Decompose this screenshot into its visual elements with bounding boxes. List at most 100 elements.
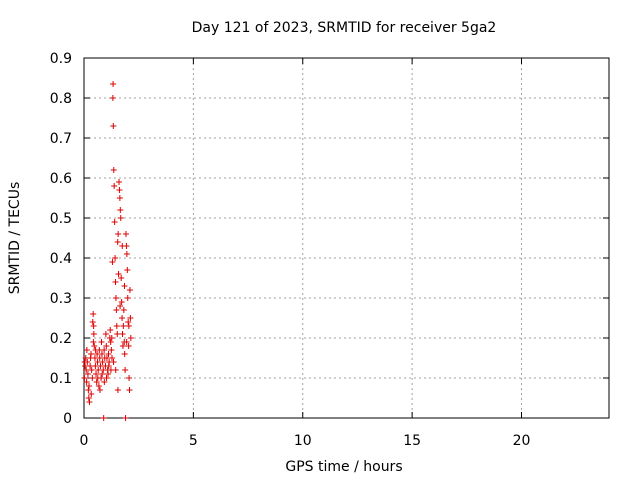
- data-point: [119, 243, 126, 249]
- data-point: [117, 207, 124, 213]
- data-point: [114, 331, 121, 337]
- data-point: [98, 339, 105, 345]
- data-point: [93, 371, 100, 377]
- data-point: [92, 363, 99, 369]
- data-point: [110, 167, 117, 173]
- data-point: [120, 307, 127, 313]
- data-point: [83, 347, 90, 353]
- data-point: [123, 339, 130, 345]
- data-point: [112, 255, 119, 261]
- data-point: [123, 231, 129, 237]
- data-point: [86, 383, 93, 389]
- data-point: [108, 335, 115, 341]
- data-point: [126, 375, 133, 381]
- y-tick-label: 0.7: [50, 131, 72, 147]
- data-point: [85, 395, 92, 401]
- x-tick-label: 10: [294, 433, 312, 449]
- axis-ticks: 0 0.1 0.2 0.3 0.4 0.5 0.6 0.7 0.8 0.9 0 5 10 15 20: [50, 51, 609, 449]
- data-point: [115, 271, 122, 277]
- data-point: [122, 415, 129, 421]
- data-point: [116, 179, 122, 185]
- data-point: [88, 391, 95, 397]
- data-point: [95, 383, 102, 389]
- data-point: [119, 343, 126, 349]
- data-point: [125, 323, 132, 329]
- data-point: [124, 267, 131, 273]
- data-point: [81, 375, 88, 381]
- data-point: [116, 195, 123, 201]
- data-point: [118, 275, 125, 281]
- x-tick-label: 0: [80, 433, 89, 449]
- data-point: [89, 375, 96, 381]
- x-tick-label: 5: [189, 433, 198, 449]
- data-point: [90, 339, 97, 345]
- y-tick-label: 0: [63, 411, 72, 427]
- data-point: [90, 331, 97, 337]
- data-point: [110, 123, 117, 129]
- data-point: [101, 347, 108, 353]
- data-point: [107, 339, 114, 345]
- data-point: [109, 259, 116, 265]
- y-axis-label: SRMTID / TECUs: [7, 182, 23, 295]
- y-tick-label: 0.9: [50, 51, 72, 67]
- data-point: [108, 347, 115, 353]
- data-point: [97, 363, 104, 369]
- data-point: [117, 215, 124, 221]
- data-point: [115, 231, 122, 237]
- data-point: [114, 387, 121, 393]
- data-point: [87, 363, 94, 369]
- data-point: [95, 367, 102, 373]
- data-point: [125, 319, 132, 325]
- x-tick-label: 20: [513, 433, 531, 449]
- data-point: [92, 347, 99, 353]
- data-point: [112, 295, 119, 301]
- data-point: [127, 315, 134, 321]
- data-point: [102, 331, 109, 337]
- data-point: [98, 351, 105, 357]
- x-axis-label: GPS time / hours: [285, 459, 402, 475]
- data-point: [109, 95, 116, 101]
- data-point: [88, 367, 95, 373]
- data-point: [116, 187, 123, 193]
- data-point: [126, 387, 133, 393]
- data-point: [110, 81, 117, 87]
- y-tick-label: 0.4: [50, 251, 72, 267]
- data-point: [100, 415, 107, 421]
- plot-frame: [83, 57, 610, 419]
- data-point: [126, 287, 133, 293]
- data-point: [120, 323, 127, 329]
- data-point: [125, 343, 132, 349]
- data-point: [117, 303, 124, 309]
- data-points: [81, 81, 134, 421]
- data-point: [83, 379, 90, 385]
- data-point: [103, 343, 110, 349]
- data-point: [112, 367, 119, 373]
- data-point: [123, 251, 130, 257]
- data-point: [91, 343, 98, 349]
- chart-title: Day 121 of 2023, SRMTID for receiver 5ga…: [192, 20, 497, 36]
- data-point: [113, 323, 120, 329]
- data-point: [81, 359, 88, 365]
- data-point: [94, 375, 101, 381]
- data-point: [84, 371, 91, 377]
- x-tick-label: 15: [403, 433, 421, 449]
- grid: [84, 58, 609, 418]
- data-point: [103, 375, 110, 381]
- data-point: [105, 363, 112, 369]
- data-point: [109, 355, 115, 361]
- data-point: [111, 219, 118, 225]
- data-point: [110, 359, 117, 365]
- y-tick-label: 0.5: [50, 211, 72, 227]
- y-tick-label: 0.1: [50, 371, 72, 387]
- data-point: [114, 239, 121, 245]
- data-point: [89, 319, 96, 325]
- data-point: [105, 351, 112, 357]
- data-point: [119, 331, 126, 337]
- data-point: [122, 367, 129, 373]
- data-point: [103, 355, 110, 361]
- data-point: [90, 311, 97, 317]
- data-point: [113, 307, 120, 313]
- data-point: [83, 367, 90, 373]
